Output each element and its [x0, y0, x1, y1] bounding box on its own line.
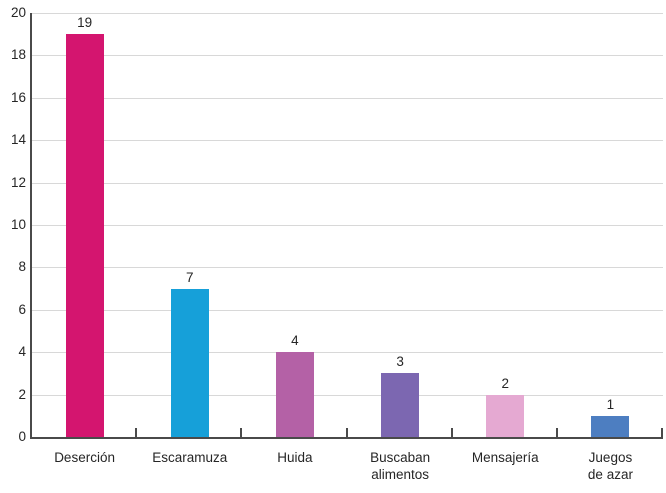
- bar: [170, 288, 209, 437]
- category-label: Deserción: [54, 450, 115, 465]
- gridline: [32, 182, 663, 184]
- category-label: Escaramuza: [152, 450, 228, 465]
- gridline: [32, 13, 663, 14]
- y-tick-label: 6: [18, 301, 26, 317]
- gridline: [32, 140, 663, 142]
- gridline: [32, 309, 663, 311]
- y-tick-label: 20: [10, 5, 26, 20]
- x-axis-labels: Deserción Escaramuza Huida Buscaban aliment…: [32, 449, 663, 483]
- x-axis-tick: [240, 428, 243, 437]
- bar: [381, 373, 420, 437]
- x-axis-tick: [135, 428, 138, 437]
- gridline: [32, 267, 663, 269]
- gridline: [32, 394, 663, 396]
- y-tick-label: 4: [18, 344, 26, 360]
- x-axis-tick: [450, 428, 453, 437]
- gridline: [32, 225, 663, 226]
- y-tick-label: 10: [10, 217, 26, 232]
- y-tick-label: 0: [18, 429, 26, 444]
- category-label: Huida: [277, 450, 313, 465]
- bar: [275, 352, 314, 437]
- y-tick-label: 18: [10, 47, 26, 63]
- x-axis-tick: [555, 428, 558, 437]
- bar-value-label: 1: [606, 396, 615, 412]
- bar-value-label: 4: [291, 333, 299, 349]
- bar: [65, 34, 104, 437]
- bar-value-label: 19: [77, 15, 93, 31]
- x-axis-tick: [661, 428, 663, 437]
- y-tick-label: 8: [18, 259, 26, 275]
- category-label: Mensajería: [471, 450, 539, 465]
- bar: [591, 415, 630, 437]
- bar-value-label: 3: [396, 354, 404, 370]
- gridline: [32, 97, 663, 99]
- bar: [486, 394, 525, 437]
- gridline: [32, 352, 663, 354]
- plot-area: 19 7 4 3 2 1: [30, 13, 663, 439]
- x-axis-tick: [345, 428, 348, 437]
- bar-value-label: 2: [501, 375, 509, 391]
- y-tick-label: 12: [10, 174, 26, 190]
- y-tick-label: 2: [18, 386, 26, 402]
- y-tick-label: 16: [10, 89, 26, 105]
- gridline: [32, 55, 663, 57]
- category-label: Juegos de azar: [587, 450, 633, 482]
- bar-value-label: 7: [185, 269, 194, 285]
- category-label: Buscaban alimentos: [370, 450, 431, 482]
- y-tick-label: 14: [10, 132, 26, 148]
